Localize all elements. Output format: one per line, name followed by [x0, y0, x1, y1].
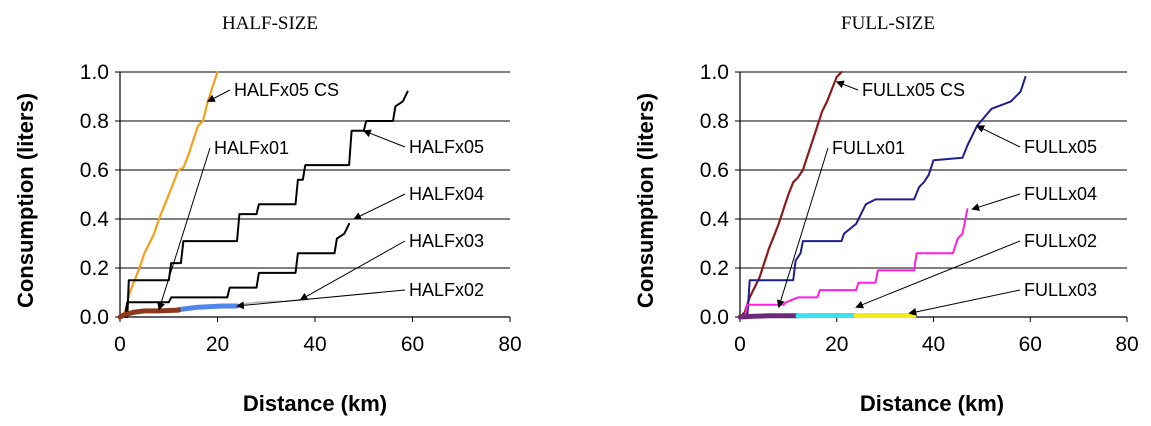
- y-tick-label: 0.8: [700, 110, 729, 133]
- x-axis-title: Distance (km): [860, 391, 1004, 416]
- chart-title: FULL-SIZE: [841, 13, 935, 34]
- annotation-arrow: [206, 89, 231, 102]
- annotation-label: HALFx02: [409, 280, 484, 300]
- y-tick-label: 1.0: [80, 61, 109, 84]
- y-tick-label: 0.2: [80, 257, 109, 280]
- y-tick-label: 0.6: [700, 159, 729, 182]
- annotation-arrow: [157, 147, 211, 311]
- y-axis-title: Consumption (liters): [13, 93, 38, 308]
- series-line-halfx04: [119, 222, 351, 318]
- series-line-halfx02: [176, 303, 240, 313]
- annotation-label: FULLx02: [1024, 231, 1097, 251]
- annotation-arrow: [362, 129, 406, 148]
- annotation-arrow: [299, 240, 406, 301]
- annotation-label: HALFx03: [409, 231, 484, 251]
- y-tick-label: 0.6: [80, 159, 109, 182]
- x-tick-label: 20: [825, 333, 848, 356]
- y-tick-label: 0.4: [700, 208, 730, 231]
- annotation-arrow: [855, 240, 1021, 309]
- series-line-halfx05-cs: [118, 70, 219, 319]
- x-tick-label: 20: [206, 333, 229, 356]
- x-tick-label: 40: [303, 333, 326, 356]
- y-tick-label: 0.0: [80, 306, 109, 329]
- annotation-arrow: [835, 80, 859, 91]
- x-axis-title: Distance (km): [243, 391, 387, 416]
- annotation-label: FULLx05: [1024, 137, 1097, 157]
- annotation-label: HALFx05: [409, 137, 484, 157]
- x-tick-label: 60: [401, 333, 424, 356]
- annotation-label: HALFx05 CS: [234, 80, 339, 100]
- annotation-arrow: [908, 289, 1021, 316]
- y-tick-label: 0.2: [700, 257, 729, 280]
- annotation-arrow: [236, 289, 406, 310]
- annotation-label: FULLx04: [1024, 184, 1097, 204]
- series-line-fullx05-cs: [738, 70, 843, 319]
- y-tick-label: 0.0: [700, 306, 729, 329]
- annotation-arrow: [353, 193, 406, 220]
- series-line-fullx05: [739, 75, 1027, 318]
- chart-panel-0: HALF-SIZE 0.0 0.2 0.4 0.6 0.8 1.0 0 20 40 60 80 Dist…: [13, 13, 522, 416]
- annotation-label: HALFx01: [214, 138, 289, 158]
- y-tick-label: 0.4: [80, 208, 110, 231]
- x-tick-label: 0: [734, 333, 746, 356]
- x-tick-label: 80: [1115, 333, 1138, 356]
- annotation-label: FULLx01: [832, 138, 905, 158]
- annotation-arrow: [776, 147, 829, 309]
- y-tick-label: 0.8: [80, 110, 109, 133]
- x-tick-label: 80: [498, 333, 521, 356]
- annotation-label: HALFx04: [409, 184, 484, 204]
- series-line-fullx01: [737, 313, 801, 320]
- x-tick-label: 0: [114, 333, 126, 356]
- annotation-label: FULLx03: [1024, 280, 1097, 300]
- chart-title: HALF-SIZE: [222, 13, 318, 34]
- y-tick-label: 1.0: [700, 61, 729, 84]
- series-line-halfx05: [119, 90, 409, 318]
- annotation-label: FULLx05 CS: [862, 80, 965, 100]
- x-tick-label: 40: [922, 333, 945, 356]
- series-line-halfx01: [117, 307, 181, 320]
- annotation-arrow: [971, 193, 1021, 211]
- x-tick-label: 60: [1019, 333, 1042, 356]
- annotation-arrow: [976, 125, 1021, 148]
- chart-panel-1: FULL-SIZE 0.0 0.2 0.4 0.6 0.8 1.0 0 20 40 60 80 Dist…: [633, 13, 1139, 416]
- y-axis-title: Consumption (liters): [633, 93, 658, 308]
